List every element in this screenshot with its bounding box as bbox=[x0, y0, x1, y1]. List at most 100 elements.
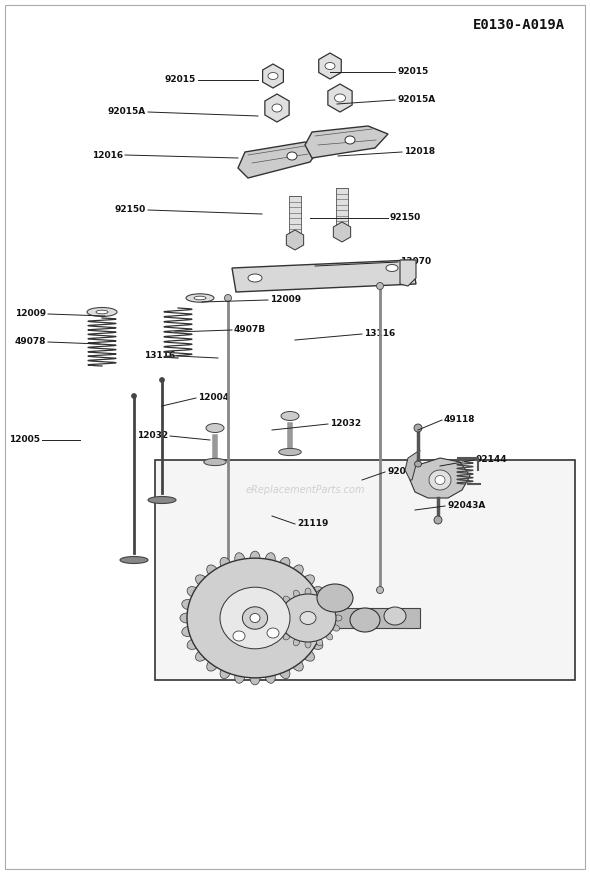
Text: 4907B: 4907B bbox=[234, 325, 266, 335]
Text: 49118: 49118 bbox=[444, 415, 476, 425]
Polygon shape bbox=[405, 450, 420, 480]
Ellipse shape bbox=[325, 63, 335, 70]
Ellipse shape bbox=[291, 658, 303, 671]
Ellipse shape bbox=[429, 470, 451, 490]
Ellipse shape bbox=[332, 605, 340, 611]
Ellipse shape bbox=[283, 596, 290, 603]
Ellipse shape bbox=[187, 558, 323, 678]
Ellipse shape bbox=[305, 588, 311, 596]
Ellipse shape bbox=[305, 640, 311, 648]
Ellipse shape bbox=[335, 94, 346, 102]
Text: 92015A: 92015A bbox=[397, 95, 435, 105]
Polygon shape bbox=[265, 94, 289, 122]
Ellipse shape bbox=[132, 393, 136, 399]
Ellipse shape bbox=[235, 669, 245, 683]
Ellipse shape bbox=[250, 614, 260, 622]
Ellipse shape bbox=[280, 594, 336, 642]
Ellipse shape bbox=[182, 626, 196, 636]
Ellipse shape bbox=[414, 424, 422, 432]
Text: 92015: 92015 bbox=[397, 67, 428, 77]
Ellipse shape bbox=[225, 295, 231, 302]
Bar bbox=[290, 608, 420, 628]
Ellipse shape bbox=[345, 136, 355, 144]
Ellipse shape bbox=[316, 590, 323, 598]
Ellipse shape bbox=[278, 448, 301, 455]
Ellipse shape bbox=[187, 586, 201, 598]
Ellipse shape bbox=[376, 282, 384, 289]
Ellipse shape bbox=[195, 575, 208, 586]
Polygon shape bbox=[328, 84, 352, 112]
Ellipse shape bbox=[415, 461, 421, 467]
Ellipse shape bbox=[291, 565, 303, 578]
Ellipse shape bbox=[279, 665, 290, 678]
Ellipse shape bbox=[276, 625, 284, 631]
Text: 12005: 12005 bbox=[9, 435, 40, 445]
Ellipse shape bbox=[268, 73, 278, 80]
Ellipse shape bbox=[435, 475, 445, 484]
Ellipse shape bbox=[272, 104, 282, 112]
Ellipse shape bbox=[195, 649, 208, 661]
Ellipse shape bbox=[326, 633, 333, 640]
Text: 12009: 12009 bbox=[270, 295, 301, 304]
Ellipse shape bbox=[316, 638, 323, 646]
Polygon shape bbox=[286, 230, 304, 250]
Ellipse shape bbox=[96, 310, 108, 314]
Ellipse shape bbox=[317, 584, 353, 612]
Ellipse shape bbox=[220, 665, 231, 678]
Ellipse shape bbox=[250, 551, 260, 565]
Text: eReplacementParts.com: eReplacementParts.com bbox=[245, 485, 365, 495]
Ellipse shape bbox=[314, 600, 328, 610]
Ellipse shape bbox=[220, 587, 290, 649]
Text: 12016: 12016 bbox=[92, 150, 123, 159]
Text: 13070: 13070 bbox=[400, 258, 431, 267]
Ellipse shape bbox=[276, 605, 284, 611]
Ellipse shape bbox=[242, 607, 268, 629]
Text: 13116: 13116 bbox=[364, 329, 395, 338]
Ellipse shape bbox=[283, 633, 290, 640]
Polygon shape bbox=[238, 142, 320, 178]
Ellipse shape bbox=[194, 296, 206, 300]
Ellipse shape bbox=[235, 552, 245, 566]
Text: 92015A: 92015A bbox=[108, 108, 146, 116]
Text: 92150: 92150 bbox=[114, 205, 146, 214]
Ellipse shape bbox=[287, 152, 297, 160]
Ellipse shape bbox=[180, 613, 194, 623]
Polygon shape bbox=[319, 53, 341, 79]
Ellipse shape bbox=[225, 607, 231, 614]
Bar bbox=[155, 460, 575, 680]
Ellipse shape bbox=[248, 274, 262, 282]
Ellipse shape bbox=[386, 265, 398, 272]
Text: 12032: 12032 bbox=[137, 432, 168, 440]
Ellipse shape bbox=[206, 658, 218, 671]
Ellipse shape bbox=[274, 615, 282, 621]
Ellipse shape bbox=[206, 424, 224, 433]
Text: 92043A: 92043A bbox=[447, 502, 486, 510]
Ellipse shape bbox=[265, 669, 276, 683]
Text: 92150: 92150 bbox=[390, 213, 421, 223]
Ellipse shape bbox=[293, 638, 300, 646]
Ellipse shape bbox=[293, 590, 300, 598]
Ellipse shape bbox=[187, 639, 201, 649]
Polygon shape bbox=[232, 260, 416, 292]
Ellipse shape bbox=[376, 586, 384, 593]
Text: 92015: 92015 bbox=[165, 75, 196, 85]
Polygon shape bbox=[400, 260, 416, 286]
Ellipse shape bbox=[434, 516, 442, 524]
Ellipse shape bbox=[384, 607, 406, 625]
Ellipse shape bbox=[279, 558, 290, 571]
Ellipse shape bbox=[267, 628, 279, 638]
Text: 12032: 12032 bbox=[330, 420, 361, 428]
Bar bbox=[289, 196, 301, 240]
Ellipse shape bbox=[302, 575, 314, 586]
Text: 92144: 92144 bbox=[476, 455, 507, 464]
Ellipse shape bbox=[332, 625, 340, 631]
Ellipse shape bbox=[220, 558, 231, 571]
Ellipse shape bbox=[300, 612, 316, 625]
Ellipse shape bbox=[182, 600, 196, 610]
Bar bbox=[336, 188, 348, 232]
Ellipse shape bbox=[265, 552, 276, 566]
Ellipse shape bbox=[310, 586, 323, 598]
Ellipse shape bbox=[87, 308, 117, 316]
Ellipse shape bbox=[326, 596, 333, 603]
Text: 13116: 13116 bbox=[144, 351, 175, 360]
